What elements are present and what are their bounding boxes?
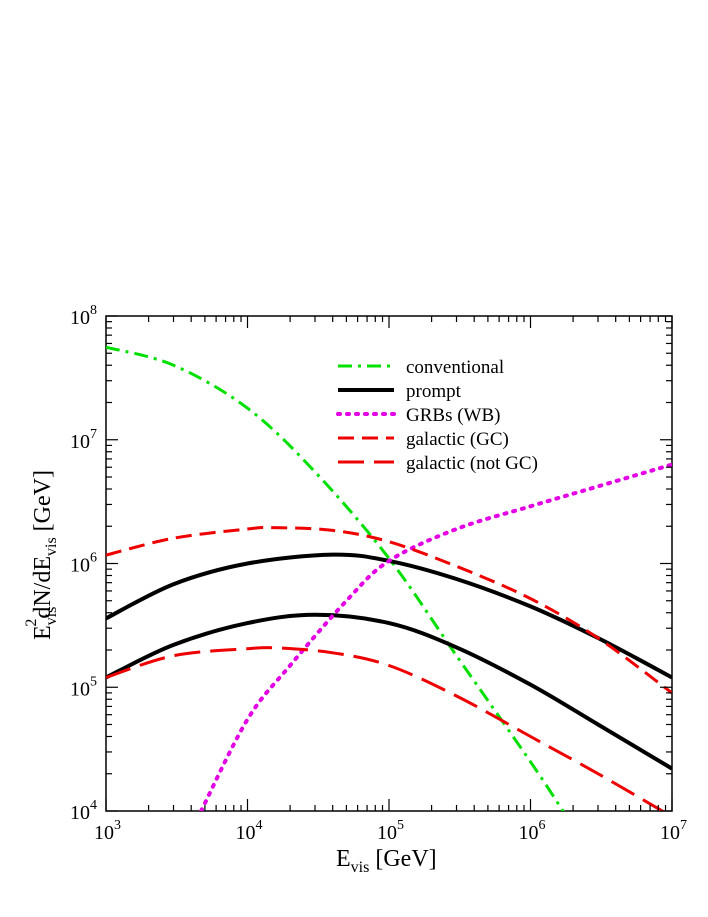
legend-label: galactic (not GC) (406, 453, 538, 474)
x-tick-label: 107 (660, 818, 687, 844)
series-line-prompt (106, 552, 672, 680)
series-group (106, 345, 672, 811)
x-tick-label: 104 (236, 818, 263, 844)
x-tick-labels: 103 104 105 106 107 (94, 818, 687, 844)
legend: conventional prompt GRBs (WB) galactic (GC)… (336, 357, 538, 474)
x-axis-label: Evis [GeV] (336, 846, 437, 876)
legend-label: conventional (406, 357, 504, 378)
series-line-conventional (106, 345, 565, 811)
y-tick-label: 105 (70, 674, 97, 700)
series-line-galactic-not-gc (106, 646, 666, 811)
y-tick-label: 106 (70, 551, 97, 577)
y-tick-label: 107 (70, 427, 97, 453)
legend-label: prompt (406, 381, 462, 402)
series-line-prompt-lower (106, 612, 672, 771)
y-tick-label: 104 (70, 798, 97, 824)
series-line-grbs-wb (199, 462, 672, 811)
tick-group (105, 315, 673, 812)
series-line-galactic-gc (106, 525, 672, 695)
y-tick-labels: 104 105 106 107 108 (70, 303, 97, 824)
y-axis-label: Evis2dN/dEvis [GeV] (23, 470, 60, 640)
legend-label: galactic (GC) (406, 429, 509, 450)
legend-label: GRBs (WB) (406, 405, 500, 426)
y-tick-label: 108 (70, 303, 97, 329)
x-tick-label: 106 (519, 818, 546, 844)
x-tick-label: 105 (377, 818, 404, 844)
x-tick-label: 103 (94, 818, 121, 844)
